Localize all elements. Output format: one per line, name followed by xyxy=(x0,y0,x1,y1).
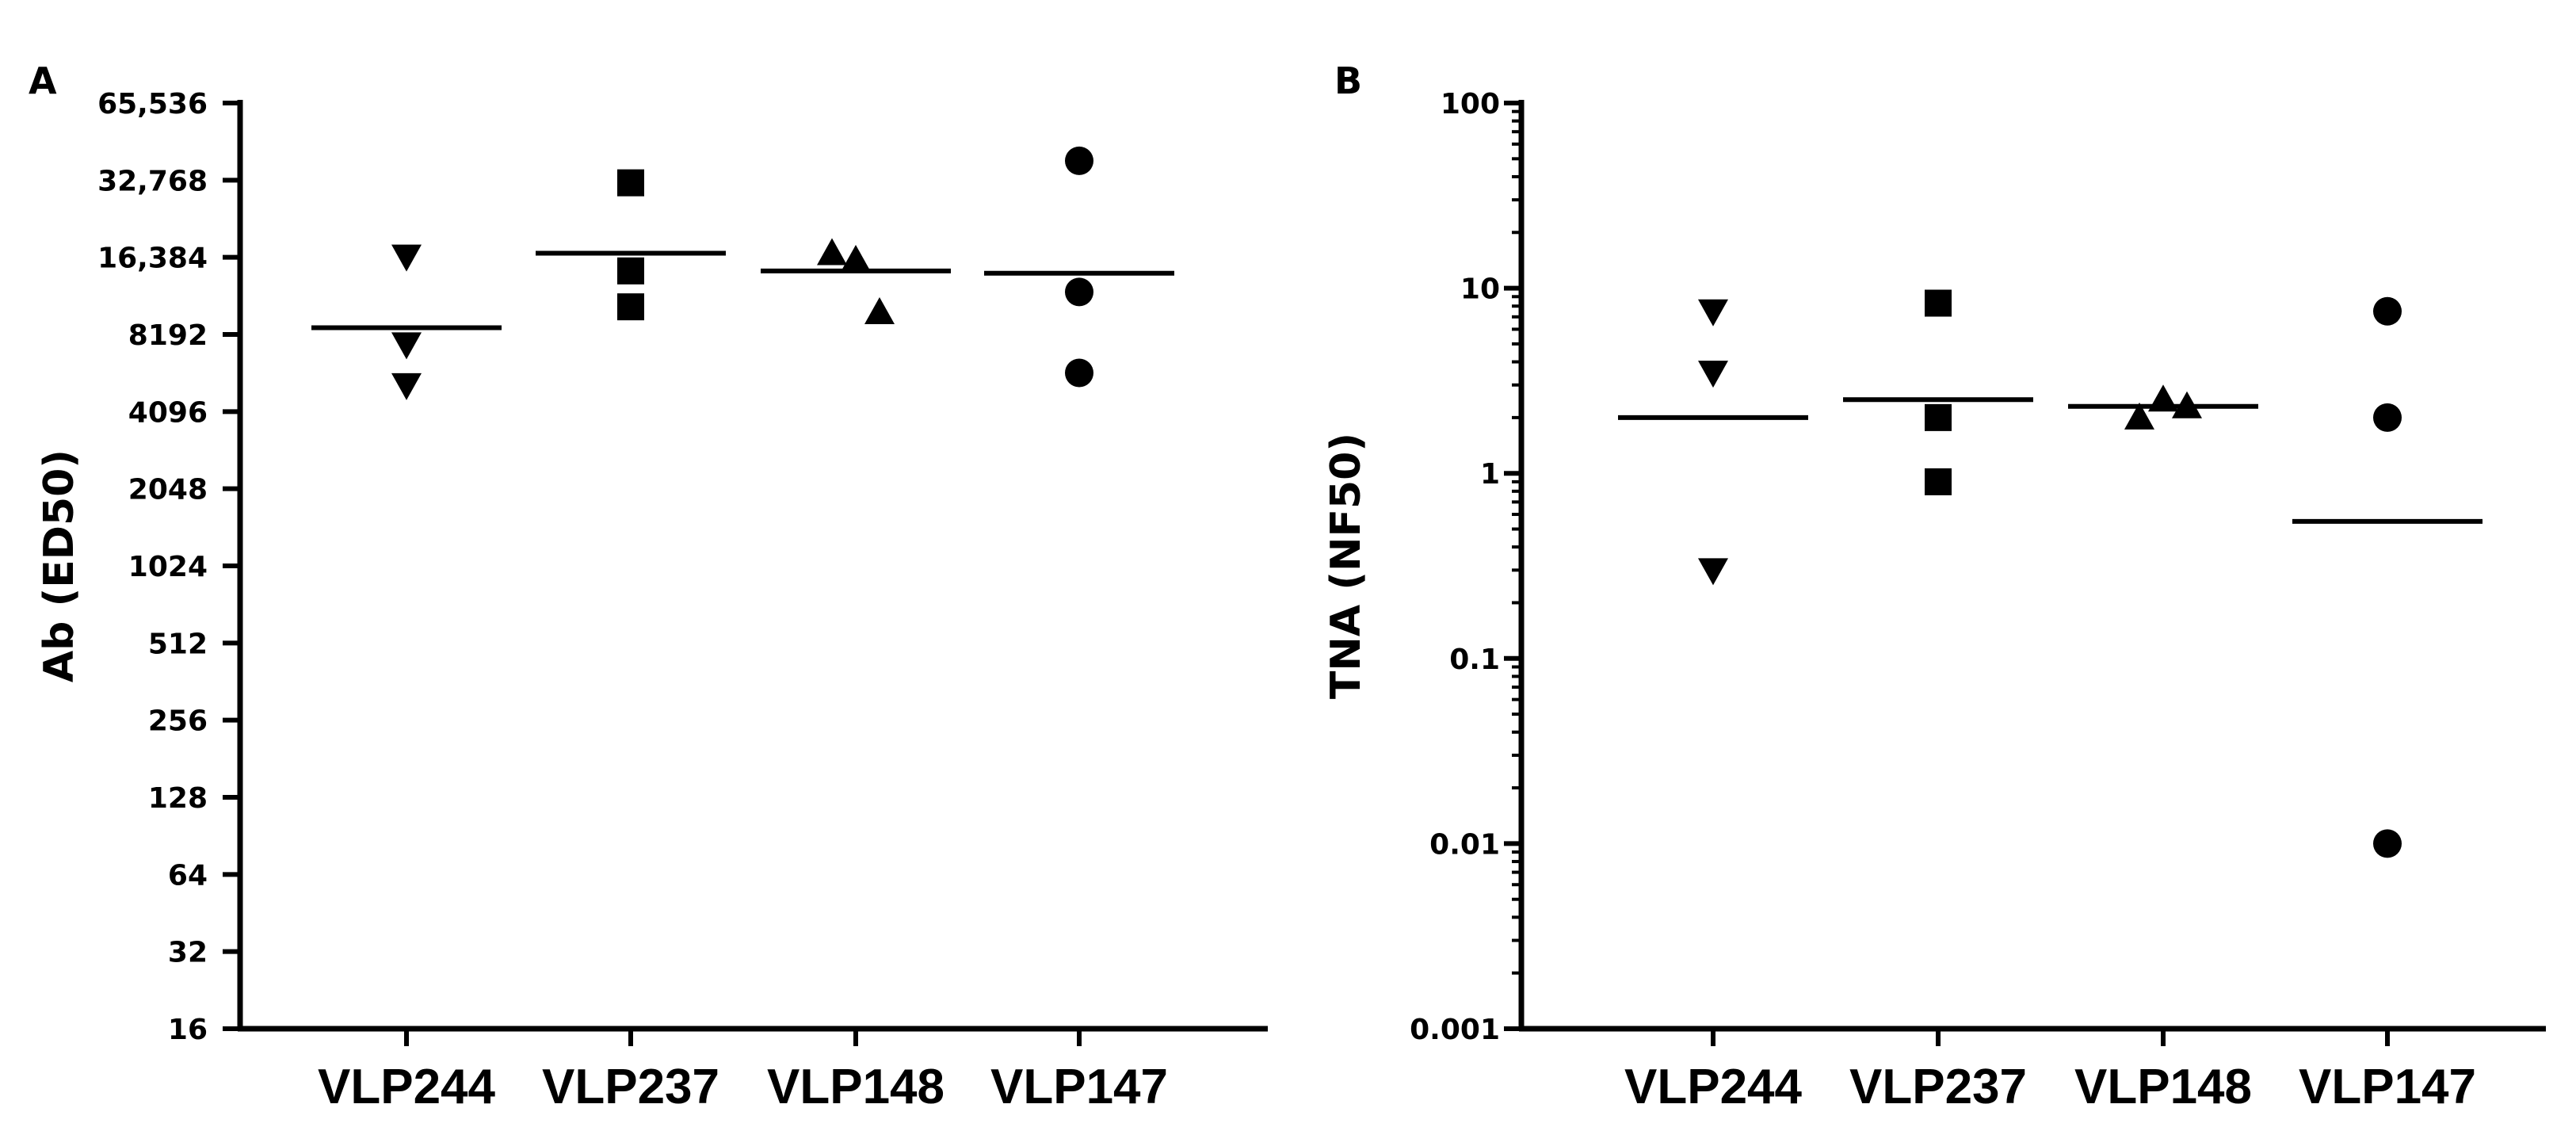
panel-b-data-point xyxy=(2373,296,2402,326)
panel-b-data-point xyxy=(1925,289,1952,317)
panel-b-y-tick-label: 0.001 xyxy=(1410,1014,1500,1046)
panel-a-y-tick-label: 65,536 xyxy=(97,88,208,120)
panel-b-data-point xyxy=(1698,299,1728,327)
panel-a-y-tick-label: 128 xyxy=(148,782,208,815)
panel-b-y-tick-label: 0.01 xyxy=(1429,828,1500,861)
panel-b-letter: B xyxy=(1334,59,1362,102)
panel-a-y-tick-label: 8192 xyxy=(128,319,208,352)
panel-a-y-tick-label: 32,768 xyxy=(97,165,208,197)
panel-a-data-point xyxy=(817,238,847,266)
panel-a-data-point xyxy=(617,293,644,321)
panel-a-y-tick-label: 1024 xyxy=(128,551,208,583)
panel-a-y-tick-label: 32 xyxy=(168,937,208,969)
panel-a-plot: 16 32 64 128 256 512 1024 2048 4096 8192 16,384 32,… xyxy=(36,88,1268,1114)
panel-b-data-point xyxy=(1925,403,1952,431)
panel-a-category-label: VLP148 xyxy=(767,1060,945,1114)
panel-b-category-label: VLP244 xyxy=(1624,1060,1803,1114)
panel-a-y-tick-label: 4096 xyxy=(128,396,208,429)
panel-a-data-point xyxy=(1065,146,1093,175)
panel-b-data-point xyxy=(2124,402,2154,430)
panel-a-data-point xyxy=(391,372,422,400)
panel-b-y-tick-label: 0.1 xyxy=(1449,644,1500,676)
panel-a-y-tick-label: 256 xyxy=(148,705,208,738)
panel-a-y-tick-label: 2048 xyxy=(128,474,208,506)
panel-b-category-label: VLP237 xyxy=(1849,1060,2027,1114)
panel-a-data-point xyxy=(617,169,644,197)
panel-a-data-point xyxy=(391,332,422,360)
panel-a-y-tick-label: 16 xyxy=(168,1014,208,1046)
panel-b-category-label: VLP147 xyxy=(2299,1060,2476,1114)
panel-a-category-label: VLP244 xyxy=(318,1060,496,1114)
panel-b-y-tick-label: 10 xyxy=(1460,273,1500,306)
panel-a-y-axis-title: Ab (ED50) xyxy=(36,449,83,682)
panel-a-y-tick-label: 512 xyxy=(148,628,208,660)
panel-b-plot: 0.001 0.01 0.1 1 10 100 TNA (NF50) VLP244 VLP237… xyxy=(1322,88,2546,1114)
panel-a-data-point xyxy=(1065,277,1093,307)
panel-a-data-point xyxy=(841,244,871,272)
panel-b-data-point xyxy=(1925,468,1952,495)
panel-a-letter: A xyxy=(29,59,57,102)
panel-a-data-point xyxy=(864,296,895,324)
panel-a-y-tick-label: 16,384 xyxy=(97,243,208,275)
panel-b-data-point xyxy=(1698,361,1728,388)
panel-b-data-point xyxy=(2373,829,2402,858)
panel-a-category-label: VLP147 xyxy=(990,1060,1168,1114)
panel-a-data-point xyxy=(391,244,422,272)
panel-b-y-axis-title: TNA (NF50) xyxy=(1322,433,1370,699)
panel-b-y-tick-label: 1 xyxy=(1480,458,1500,491)
panel-a-y-tick-label: 64 xyxy=(168,859,208,892)
panel-b-data-point xyxy=(1698,558,1728,586)
panel-b-category-label: VLP148 xyxy=(2074,1060,2252,1114)
panel-a-data-point xyxy=(617,257,644,285)
panel-b-data-point xyxy=(2172,391,2202,418)
panel-b-y-tick-label: 100 xyxy=(1441,88,1500,120)
panel-a-category-label: VLP237 xyxy=(542,1060,719,1114)
panel-b-data-point xyxy=(2373,403,2402,432)
panel-a-data-point xyxy=(1065,358,1093,388)
panel-b-data-point xyxy=(2148,384,2178,412)
